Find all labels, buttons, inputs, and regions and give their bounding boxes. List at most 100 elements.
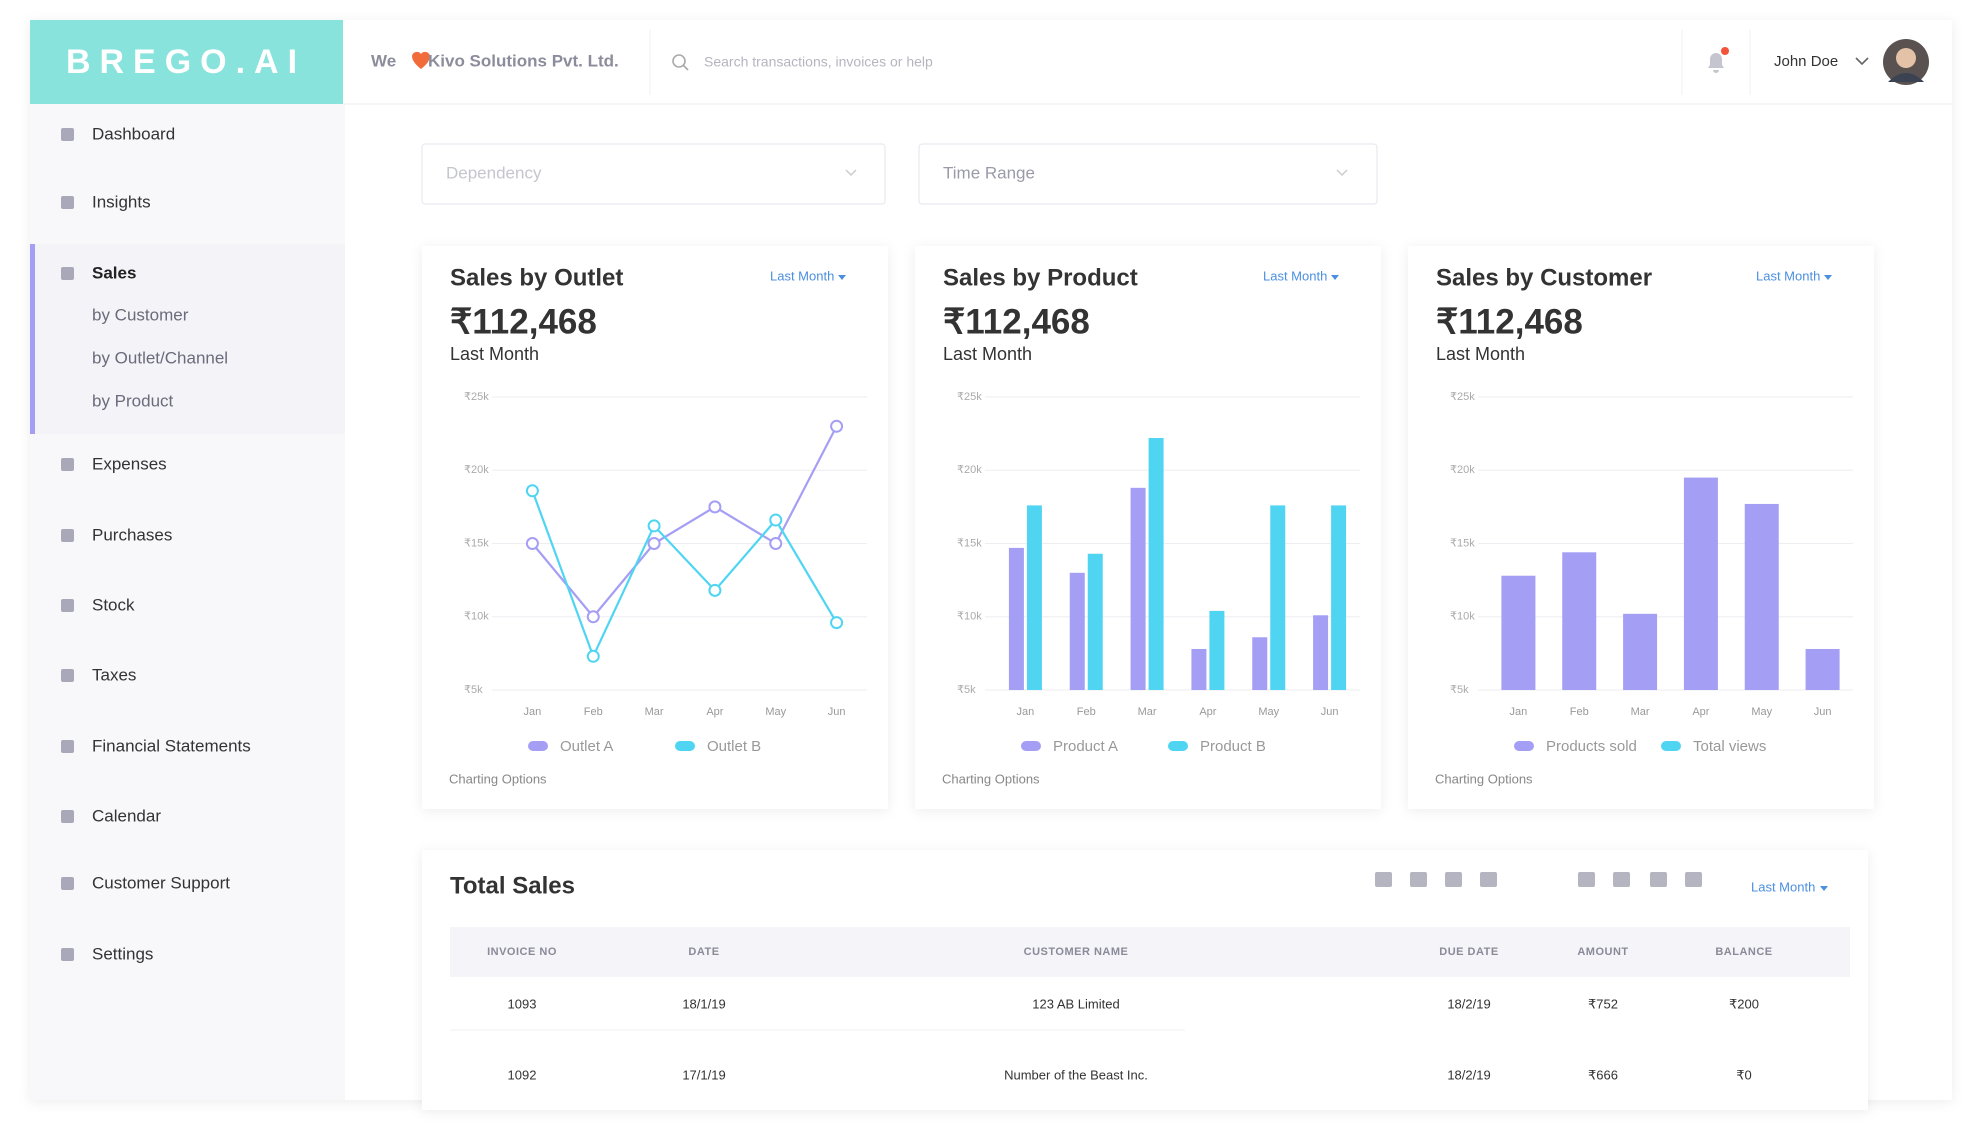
point — [525, 484, 539, 498]
table-cell: 18/1/19 — [682, 996, 725, 1011]
range-menu[interactable]: Last Month — [1756, 268, 1820, 283]
chart-footer[interactable]: Charting Options — [449, 771, 547, 786]
y-tick-label: ₹25k — [464, 391, 489, 403]
chart-footer[interactable]: Charting Options — [942, 771, 1040, 786]
menu-item[interactable]: Taxes — [92, 665, 136, 684]
bar — [1623, 613, 1658, 690]
bar — [1270, 505, 1286, 690]
column-header: DATE — [688, 946, 719, 958]
x-tick-label: Jan — [524, 706, 542, 718]
toolbar-icon[interactable] — [1480, 872, 1497, 887]
filter-label: Time Range — [943, 163, 1035, 182]
range-menu[interactable]: Last Month — [1263, 268, 1327, 283]
search-input[interactable]: Search transactions, invoices or help — [704, 54, 933, 70]
time-range-select[interactable] — [918, 143, 1378, 205]
avatar — [1896, 48, 1916, 68]
dependency-select[interactable] — [421, 143, 886, 205]
toolbar-icon[interactable] — [1613, 872, 1630, 887]
y-tick-label: ₹5k — [464, 684, 483, 696]
toolbar-icon[interactable] — [1375, 872, 1392, 887]
range-menu[interactable]: Last Month — [1751, 879, 1815, 894]
x-tick-label: Feb — [1077, 706, 1096, 718]
bar — [1313, 615, 1329, 690]
x-tick-label: Apr — [1692, 706, 1709, 718]
range-menu[interactable]: Last Month — [770, 268, 834, 283]
menu-item[interactable]: Stock — [92, 595, 135, 614]
menu-item[interactable]: Financial Statements — [92, 736, 251, 755]
toolbar-icon[interactable] — [1578, 872, 1595, 887]
bell-icon[interactable] — [1708, 53, 1724, 73]
range-caret[interactable] — [1820, 886, 1828, 891]
toolbar-icon[interactable] — [1410, 872, 1427, 887]
x-tick-label: Jun — [1321, 706, 1339, 718]
menu-icon — [61, 267, 74, 280]
range-caret[interactable] — [838, 275, 846, 280]
chevron — [1336, 169, 1348, 177]
x-tick-label: Mar — [1631, 706, 1650, 718]
point — [708, 583, 722, 597]
menu-item[interactable]: Customer Support — [92, 873, 230, 892]
table-cell: 1092 — [508, 1067, 537, 1082]
chart-period: Last Month — [1436, 344, 1525, 364]
x-tick-label: Jun — [828, 706, 846, 718]
filters — [421, 143, 1378, 205]
point — [647, 537, 661, 550]
range-caret[interactable] — [1331, 275, 1339, 280]
x-tick-label: Jan — [1017, 706, 1035, 718]
menu-item[interactable]: Calendar — [92, 806, 161, 825]
point — [586, 649, 600, 663]
company: Kivo Solutions Pvt. Ltd. — [428, 51, 619, 70]
menu-item[interactable]: Sales — [92, 263, 136, 282]
menu-item[interactable]: Purchases — [92, 525, 172, 544]
point — [708, 500, 722, 514]
table-cell: ₹752 — [1588, 996, 1618, 1011]
submenu-item[interactable]: by Product — [92, 391, 174, 410]
y-tick-label: ₹20k — [464, 464, 489, 476]
sales-group — [30, 244, 345, 434]
legend-label: Products sold — [1546, 738, 1637, 755]
table-cell: 18/2/19 — [1447, 1067, 1490, 1082]
legend-label: Product A — [1053, 738, 1118, 755]
table-card — [422, 850, 1868, 1110]
column-header: DUE DATE — [1439, 946, 1498, 958]
avatar — [1888, 73, 1924, 82]
range-caret[interactable] — [1824, 275, 1832, 280]
menu-item[interactable]: Settings — [92, 944, 153, 963]
point — [525, 537, 539, 550]
table-cell: 17/1/19 — [682, 1067, 725, 1082]
menu-icon — [61, 810, 74, 823]
y-tick-label: ₹10k — [957, 611, 982, 623]
y-tick-label: ₹15k — [1450, 537, 1475, 549]
legend-swatch — [1168, 741, 1188, 751]
bar — [1026, 505, 1042, 690]
x-tick-label: May — [765, 706, 786, 718]
menu-icon — [61, 669, 74, 682]
toolbar-icon[interactable] — [1685, 872, 1702, 887]
toolbar-icon[interactable] — [1650, 872, 1667, 887]
toolbar-icon[interactable] — [1445, 872, 1462, 887]
chart-amount: ₹112,468 — [450, 302, 597, 341]
y-tick-label: ₹20k — [957, 464, 982, 476]
x-tick-label: Apr — [1199, 706, 1216, 718]
chart-card — [915, 246, 1381, 809]
menu-item[interactable]: Expenses — [92, 454, 167, 473]
table-cell: Number of the Beast Inc. — [1004, 1067, 1148, 1082]
column-header: AMOUNT — [1577, 946, 1628, 958]
submenu-item[interactable]: by Customer — [92, 305, 189, 324]
filter-label: Dependency — [446, 163, 542, 182]
bar — [1008, 547, 1024, 690]
user-name[interactable]: John Doe — [1774, 53, 1838, 70]
bar — [1069, 572, 1085, 690]
bar — [1087, 553, 1103, 690]
table-cell: ₹666 — [1588, 1067, 1618, 1082]
user-menu-chevron[interactable] — [1855, 57, 1869, 66]
menu-item[interactable]: Dashboard — [92, 124, 175, 143]
menu-icon — [61, 529, 74, 542]
chart-footer[interactable]: Charting Options — [1435, 771, 1533, 786]
bar — [1191, 648, 1207, 690]
chart-title: Sales by Customer — [1436, 264, 1652, 291]
menu-item[interactable]: Insights — [92, 192, 151, 211]
logo-area — [30, 20, 343, 104]
submenu-item[interactable]: by Outlet/Channel — [92, 348, 228, 367]
